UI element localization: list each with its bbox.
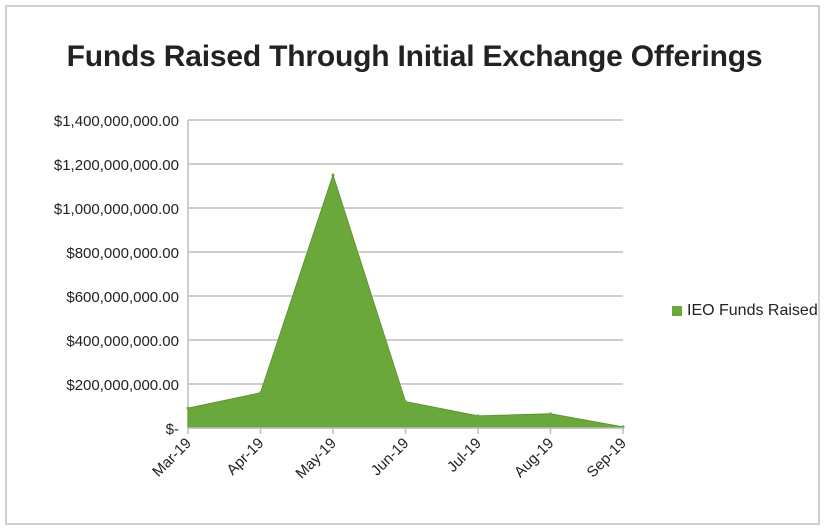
data-point <box>404 400 407 404</box>
legend-swatch <box>672 306 682 316</box>
chart-frame <box>5 5 820 525</box>
x-tick-label: Jul-19 <box>444 435 485 476</box>
y-tick-label: $1,400,000,000.00 <box>54 113 179 130</box>
x-tick-label: Mar-19 <box>149 435 195 481</box>
data-point <box>186 406 190 410</box>
legend: IEO Funds Raised <box>672 302 818 320</box>
data-point <box>476 414 480 418</box>
y-tick-label: $400,000,000.00 <box>66 333 179 350</box>
data-point <box>549 412 552 416</box>
y-tick-label: $800,000,000.00 <box>66 245 179 262</box>
x-tick-label: Jun-19 <box>368 435 412 479</box>
x-tick-label: Sep-19 <box>584 435 630 481</box>
y-tick-label: $1,000,000,000.00 <box>54 201 179 218</box>
x-tick-label: Aug-19 <box>511 435 557 481</box>
x-tick-label: Apr-19 <box>223 435 267 479</box>
y-tick-label: $- <box>166 421 179 438</box>
y-tick-label: $200,000,000.00 <box>66 377 179 394</box>
x-tick-label: May-19 <box>292 435 339 482</box>
chart-title: Funds Raised Through Initial Exchange Of… <box>66 40 763 73</box>
data-point <box>259 391 262 395</box>
data-point <box>331 173 335 177</box>
legend-label: IEO Funds Raised <box>687 302 818 319</box>
y-tick-label: $600,000,000.00 <box>66 289 179 306</box>
area-series <box>187 173 624 429</box>
y-tick-label: $1,200,000,000.00 <box>54 157 179 174</box>
